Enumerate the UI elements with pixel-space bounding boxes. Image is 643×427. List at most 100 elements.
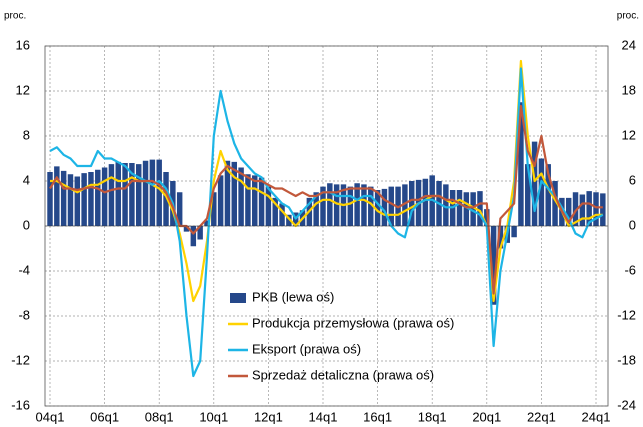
y2-tick-label: 0 [629,217,636,232]
bar [600,193,606,226]
bar [477,191,483,226]
bar [443,184,449,226]
bar [538,158,545,226]
legend-label: Eksport (prawa oś) [252,341,361,356]
bar [129,163,135,226]
y-tick-label: -16 [11,397,30,412]
bar [101,167,108,226]
right-unit: proc. [617,11,639,22]
bar [204,220,210,226]
legend-label: Sprzedaż detaliczna (prawa oś) [252,367,434,382]
bar [286,214,292,226]
bar [95,169,101,226]
bar [60,170,67,226]
bar [593,192,599,226]
bar [197,226,203,240]
bar [176,192,183,226]
bar [88,172,94,226]
bar [238,167,244,226]
y-tick-label: 8 [23,127,30,142]
bar [272,197,278,226]
bar [156,159,162,226]
bar [408,181,415,226]
bar [327,183,333,226]
left-unit: proc. [4,11,26,22]
bar [67,174,74,226]
bar [313,192,319,226]
bar [381,188,388,226]
y-tick-label: -12 [11,352,30,367]
bar [354,183,360,226]
bar [402,184,408,226]
bar [320,186,326,226]
y2-tick-label: 18 [622,82,636,97]
bar [511,226,517,238]
bar [265,186,272,226]
y-tick-label: 0 [23,217,30,232]
bar [231,161,238,226]
bar [115,161,121,226]
x-tick-label: 14q1 [309,409,338,424]
bar [258,177,265,226]
bar [135,164,142,226]
x-tick-label: 16q1 [363,409,392,424]
y2-tick-label: 24 [622,37,636,52]
bar [545,164,551,226]
bar [108,164,115,226]
legend-label: Produkcja przemysłowa (prawa oś) [252,315,454,330]
line [49,104,603,295]
bar [122,163,128,226]
y2-tick-label: -6 [624,262,636,277]
bar [54,166,60,226]
bar [279,203,285,226]
bar [579,194,586,226]
y2-tick-label: -24 [617,397,636,412]
bar [490,226,497,305]
bar [552,181,558,226]
bar [456,190,463,226]
x-tick-label: 22q1 [527,409,556,424]
bar [565,197,572,226]
bar [211,192,217,226]
bar [183,226,190,232]
bar [497,226,504,249]
x-tick-label: 20q1 [472,409,501,424]
bar [463,192,470,226]
bar [525,164,531,226]
x-tick-label: 08q1 [145,409,174,424]
y2-tick-label: -18 [617,352,636,367]
y-tick-label: -8 [18,307,30,322]
bar [224,160,231,226]
x-tick-label: 24q1 [582,409,611,424]
bar [374,190,381,226]
bar [368,186,374,226]
y-tick-label: 16 [16,37,30,52]
bar [217,175,224,226]
y2-tick-label: 12 [622,127,636,142]
bar [245,174,251,226]
bar [531,141,538,226]
bar [163,172,169,226]
legend-label: PKB (lewa oś) [252,289,334,304]
x-tick-label: 10q1 [199,409,228,424]
y-tick-label: 4 [23,172,30,187]
bar [252,175,258,226]
bar [149,159,156,226]
x-tick-label: 06q1 [90,409,119,424]
y2-tick-label: 6 [629,172,636,187]
bar [572,192,579,226]
bar [361,184,367,226]
x-tick-label: 18q1 [418,409,447,424]
bar [388,186,394,226]
y-tick-label: -4 [18,262,30,277]
y-tick-label: 12 [16,82,30,97]
bar [586,191,592,226]
x-tick-label: 04q1 [36,409,65,424]
legend-swatch [230,293,246,303]
bar [142,160,149,226]
x-tick-label: 12q1 [254,409,283,424]
bar [47,172,53,226]
bar [518,102,524,226]
